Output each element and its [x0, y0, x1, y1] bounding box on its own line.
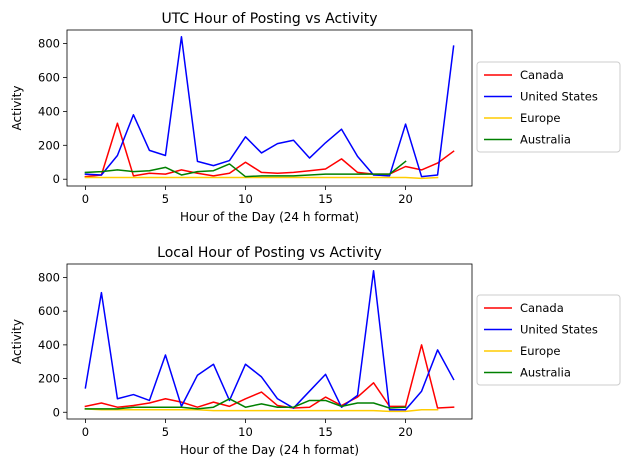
series-line-australia — [84, 160, 407, 178]
x-tick-label: 15 — [318, 192, 333, 206]
series-line-canada — [84, 344, 455, 409]
plot-area-frame — [66, 263, 473, 420]
legend-label: Australia — [520, 133, 571, 147]
x-tick-label: 20 — [398, 192, 413, 206]
y-tick-label: 600 — [38, 70, 60, 84]
legend-frame — [476, 294, 621, 386]
y-tick-label: 800 — [38, 270, 60, 284]
x-axis-label: Hour of the Day (24 h format) — [180, 443, 359, 457]
legend-label: United States — [520, 323, 598, 337]
y-tick-label: 600 — [38, 304, 60, 318]
x-axis-label: Hour of the Day (24 h format) — [180, 210, 359, 224]
legend-label: Canada — [520, 301, 564, 315]
y-tick-label: 200 — [38, 138, 60, 152]
legend: Canada United States Europe Australia — [476, 61, 621, 153]
x-tick-label: 15 — [318, 425, 333, 439]
legend-label: Europe — [520, 344, 560, 358]
x-tick-label: 0 — [82, 192, 89, 206]
y-tick-label: 0 — [53, 405, 60, 419]
plot-area-frame — [66, 29, 473, 187]
legend-label: Europe — [520, 111, 560, 125]
y-tick-label: 800 — [38, 37, 60, 51]
x-tick-label: 0 — [82, 425, 89, 439]
x-tick-label: 5 — [162, 425, 169, 439]
y-tick-label: 0 — [53, 172, 60, 186]
legend-label: United States — [520, 90, 598, 104]
x-tick-label: 10 — [238, 425, 253, 439]
legend-label: Canada — [520, 68, 564, 82]
chart-title: UTC Hour of Posting vs Activity — [161, 11, 377, 27]
series-line-united-states — [84, 36, 455, 178]
y-tick-label: 400 — [38, 104, 60, 118]
y-axis-label: Activity — [10, 319, 24, 364]
series-line-australia — [84, 398, 407, 410]
series-line-europe — [84, 408, 439, 413]
legend-frame — [476, 61, 621, 153]
legend-label: Australia — [520, 366, 571, 380]
x-tick-label: 5 — [162, 192, 169, 206]
chart-title: Local Hour of Posting vs Activity — [157, 245, 382, 261]
x-tick-label: 10 — [238, 192, 253, 206]
y-tick-label: 200 — [38, 372, 60, 386]
y-tick-label: 400 — [38, 338, 60, 352]
series-line-europe — [84, 176, 439, 180]
x-tick-label: 20 — [398, 425, 413, 439]
y-axis-label: Activity — [10, 86, 24, 131]
legend: Canada United States Europe Australia — [476, 294, 621, 386]
series-line-united-states — [84, 269, 455, 411]
